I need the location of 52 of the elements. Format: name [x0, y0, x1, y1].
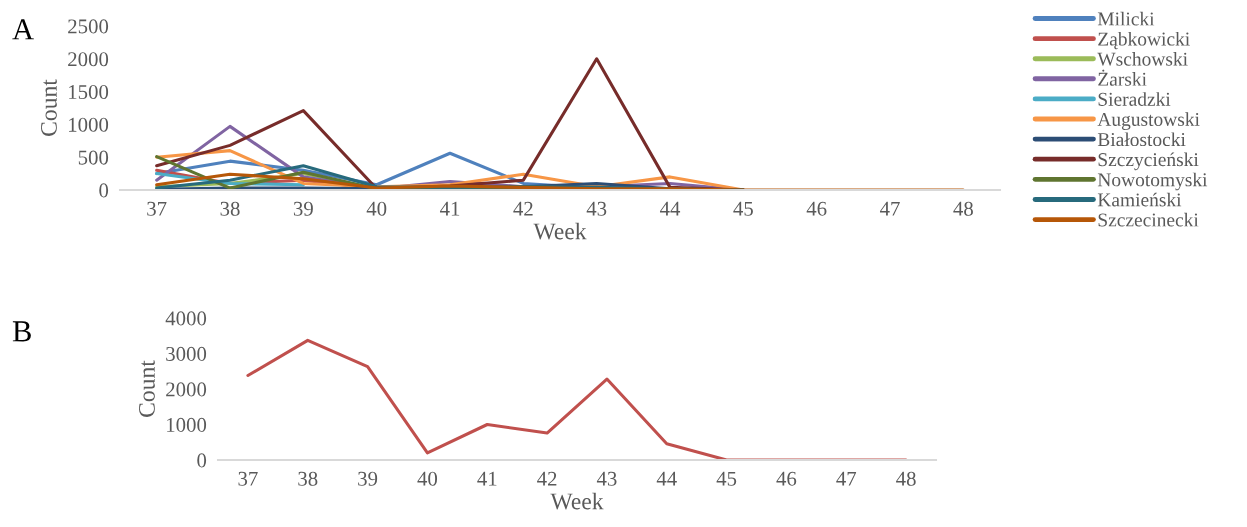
legend-label: Augustowski: [1097, 112, 1200, 130]
x-tick-label: 37: [238, 471, 258, 486]
x-tick-label: 38: [298, 471, 318, 486]
x-tick-label: 48: [953, 201, 973, 216]
legend-label: Wschowski: [1097, 52, 1188, 66]
legend-label: Szczecinecki: [1098, 212, 1199, 227]
legend-label: Szczycieński: [1098, 152, 1199, 171]
x-tick-label: 37: [147, 201, 167, 216]
legend-label: Białostocki: [1097, 132, 1186, 147]
text: A: [12, 19, 34, 40]
x-tick-label: 44: [656, 471, 677, 486]
legend-label: Kamieński: [1097, 192, 1182, 207]
legend-label: Sieradzki: [1098, 92, 1171, 106]
x-tick-label: 48: [896, 471, 916, 486]
y-tick-label: 2000: [166, 382, 207, 397]
legend-label: Ząbkowicki: [1098, 31, 1190, 50]
x-tick-label: 38: [220, 201, 240, 216]
x-tick-label: 44: [659, 201, 681, 216]
x-tick-label: 46: [776, 471, 797, 486]
legend-label: Nowotomyski: [1097, 172, 1208, 191]
y-tick-label: 2500: [68, 19, 109, 34]
legend-label: Żarski: [1098, 69, 1147, 86]
x-tick-label: 42: [537, 471, 557, 486]
y-tick-label: 500: [78, 150, 109, 165]
x-tick-label: 40: [366, 201, 387, 216]
x-tick-label: 43: [586, 201, 607, 216]
x-tick-label: 39: [293, 201, 313, 216]
x-tick-label: 47: [836, 471, 857, 486]
x-tick-label: 45: [733, 201, 753, 216]
y-tick-label: 0: [197, 453, 207, 468]
x-tick-label: 41: [477, 471, 497, 486]
x-tick-label: 47: [879, 201, 900, 216]
y-tick-label: 0: [99, 183, 109, 198]
y-tick-label: 3000: [166, 346, 207, 361]
y-axis-title: Count: [139, 360, 155, 417]
x-tick-label: 42: [513, 201, 533, 216]
y-axis-title: Count: [41, 79, 57, 136]
y-tick-label: 4000: [165, 311, 207, 326]
x-axis-title: Week: [550, 492, 604, 510]
y-tick-label: 1500: [69, 84, 109, 100]
x-axis-title: Week: [533, 222, 587, 240]
x-tick-label: 41: [439, 201, 460, 216]
legend-label: Milicki: [1097, 11, 1155, 26]
y-tick-label: 1000: [69, 117, 109, 132]
y-tick-label: 2000: [68, 52, 109, 67]
x-tick-label: 46: [806, 201, 827, 216]
x-tick-label: 43: [596, 471, 617, 486]
text: B: [12, 321, 31, 342]
x-tick-label: 40: [417, 471, 438, 486]
x-tick-label: 39: [358, 471, 378, 486]
x-tick-label: 45: [716, 471, 737, 486]
y-tick-label: 1000: [167, 417, 207, 432]
